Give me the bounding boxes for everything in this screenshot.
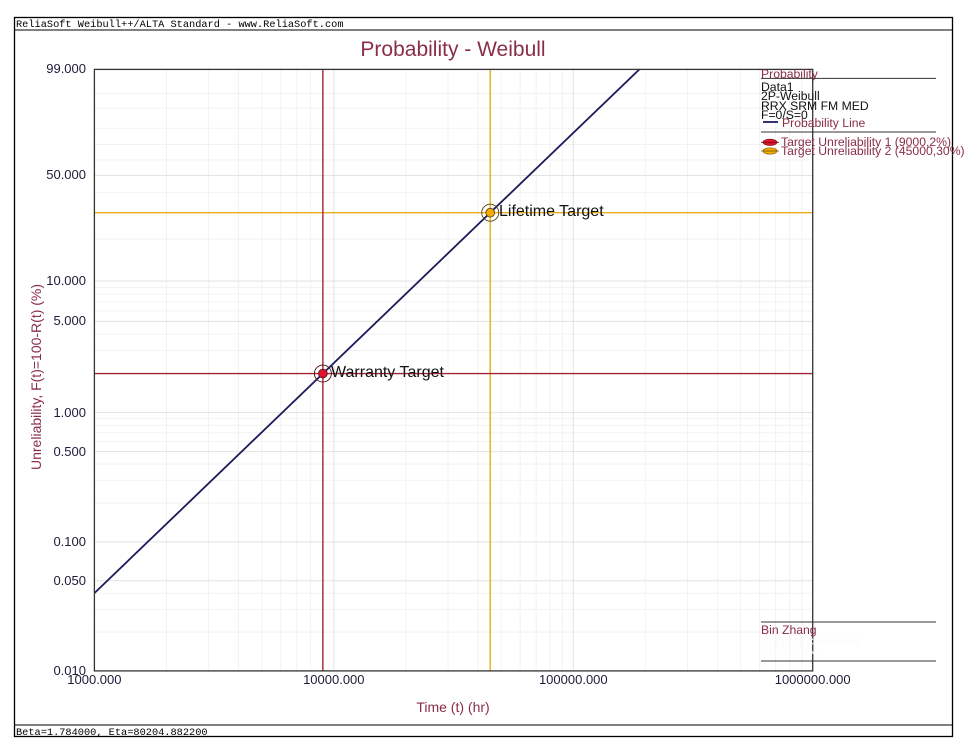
svg-text:08:00:00 AM: 08:00:00 AM <box>761 646 817 657</box>
